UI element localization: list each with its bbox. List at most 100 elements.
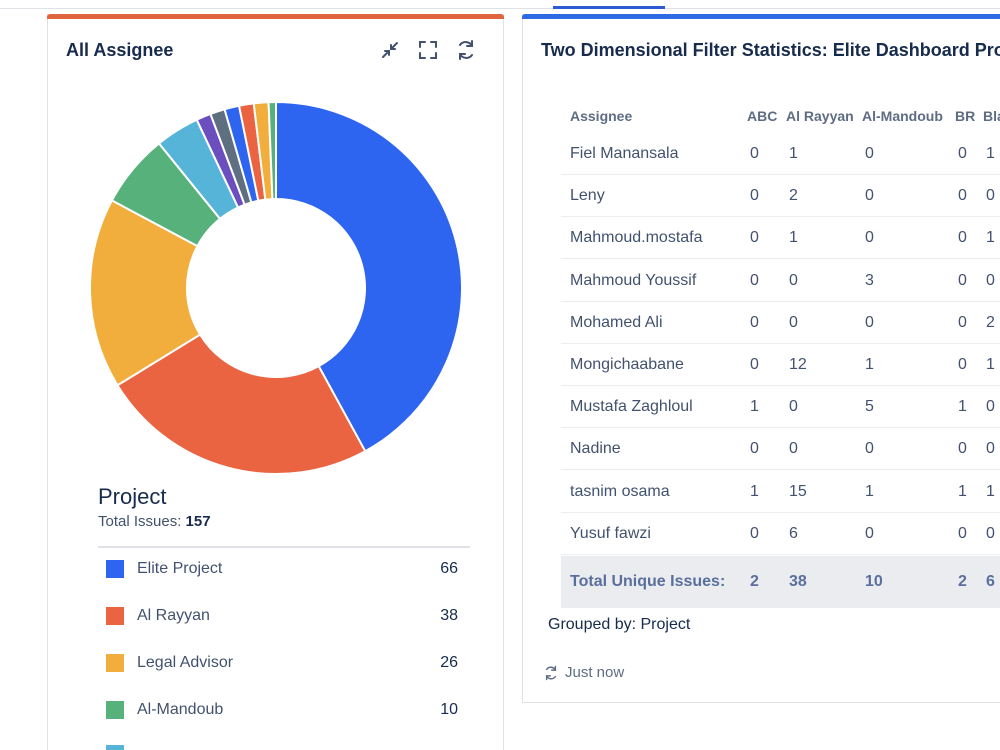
total-issues-label: Total Issues:: [98, 513, 182, 530]
table-row: Nadine 0 0 0 0 0: [561, 428, 1000, 471]
issue-count-cell[interactable]: 0: [958, 271, 967, 289]
issue-count-cell[interactable]: 1: [865, 482, 874, 500]
issue-count-cell[interactable]: 0: [958, 313, 967, 331]
donut-slice[interactable]: [116, 333, 367, 475]
issue-count-cell[interactable]: 1: [789, 229, 798, 247]
issue-count-cell[interactable]: 0: [865, 187, 874, 205]
issue-count-cell[interactable]: 6: [789, 524, 798, 542]
table-row: Mohamed Ali 0 0 0 0 2: [561, 302, 1000, 344]
issue-count-cell[interactable]: 0: [958, 145, 967, 162]
issue-count-cell[interactable]: 0: [958, 440, 967, 458]
assignee-name[interactable]: Fiel Manansala: [570, 145, 679, 162]
issue-count-cell[interactable]: 2: [789, 187, 798, 205]
issue-count-cell[interactable]: 0: [750, 356, 759, 373]
issue-count-cell[interactable]: 1: [865, 356, 874, 373]
issue-count-cell[interactable]: 0: [750, 313, 759, 331]
issue-count-cell[interactable]: 0: [986, 187, 995, 205]
issue-count-cell[interactable]: 0: [865, 229, 874, 247]
two-dimensional-stats-gadget: Two Dimensional Filter Statistics: Elite…: [522, 14, 1000, 703]
table-row: Mahmoud.mostafa 0 1 0 0 1: [561, 217, 1000, 260]
assignee-name[interactable]: Mustafa Zaghloul: [570, 398, 693, 416]
issue-count-cell[interactable]: 1: [789, 145, 798, 162]
issue-count-cell[interactable]: 0: [789, 398, 798, 416]
refresh-icon[interactable]: [454, 38, 478, 62]
issue-count-cell[interactable]: 1: [986, 482, 995, 500]
issue-count-cell[interactable]: 0: [958, 187, 967, 205]
issue-count-cell[interactable]: 1: [750, 398, 759, 416]
total-bla[interactable]: 6: [986, 573, 995, 590]
total-br[interactable]: 2: [958, 573, 967, 590]
issue-count-cell[interactable]: 0: [865, 313, 874, 331]
issue-count-cell[interactable]: 0: [865, 145, 874, 162]
issue-count-cell[interactable]: 1: [986, 356, 995, 373]
column-header-assignee[interactable]: Assignee: [570, 108, 633, 124]
total-al-mandoub[interactable]: 10: [865, 573, 883, 590]
issue-count-cell[interactable]: 0: [958, 524, 967, 542]
assignee-name[interactable]: Leny: [570, 187, 605, 205]
issue-count-cell[interactable]: 2: [986, 313, 995, 331]
assignee-name[interactable]: Mahmoud.mostafa: [570, 229, 703, 247]
project-heading: Project: [98, 484, 167, 509]
issue-count-cell[interactable]: 0: [750, 524, 759, 542]
issue-count-cell[interactable]: 0: [750, 187, 759, 205]
issue-count-cell[interactable]: 0: [865, 440, 874, 458]
donut-slice[interactable]: [89, 199, 202, 387]
legend-swatch: [106, 607, 124, 625]
assignee-name[interactable]: Mongichaabane: [570, 356, 684, 373]
issue-count-cell[interactable]: 0: [986, 271, 995, 289]
donut-slice[interactable]: [267, 100, 277, 201]
issue-count-cell[interactable]: 0: [750, 440, 759, 458]
minimize-icon[interactable]: [378, 38, 402, 62]
assignee-name[interactable]: Yusuf fawzi: [570, 524, 651, 542]
issue-count-cell[interactable]: 0: [958, 229, 967, 247]
legend-item-legal-advisor[interactable]: Legal Advisor 26: [98, 651, 458, 675]
issue-count-cell[interactable]: 0: [986, 398, 995, 416]
total-unique-issues-row: Total Unique Issues: 2 38 10 2 6: [561, 556, 1000, 608]
issue-count-cell[interactable]: 12: [789, 356, 807, 373]
column-header-bla[interactable]: Bla: [983, 108, 1000, 124]
total-al-rayyan[interactable]: 38: [789, 573, 807, 590]
issue-count-cell[interactable]: 1: [958, 482, 967, 500]
gadget-title: Two Dimensional Filter Statistics: Elite…: [541, 40, 1000, 60]
column-header-al-mandoub[interactable]: Al-Mandoub: [862, 108, 943, 124]
refresh-icon: [545, 665, 557, 680]
assignee-name[interactable]: Mahmoud Youssif: [570, 271, 697, 289]
top-divider: [0, 8, 1000, 9]
legend-item-al-rayyan[interactable]: Al Rayyan 38: [98, 604, 458, 628]
last-refreshed[interactable]: Just now: [543, 664, 624, 681]
issue-count-cell[interactable]: 3: [865, 271, 874, 289]
table-row: Leny 0 2 0 0 0: [561, 175, 1000, 218]
issue-count-cell[interactable]: 1: [958, 398, 967, 416]
table-row: Fiel Manansala 0 1 0 0 1: [561, 133, 1000, 175]
issue-count-cell[interactable]: 0: [986, 524, 995, 542]
gadget-accent-bar: [522, 14, 1000, 19]
legend-count: 38: [440, 607, 458, 624]
stats-table: Assignee ABC Al Rayyan Al-Mandoub BR Bla…: [561, 88, 1000, 613]
issue-count-cell[interactable]: 0: [789, 271, 798, 289]
column-header-abc[interactable]: ABC: [747, 108, 778, 124]
assignee-name[interactable]: Nadine: [570, 440, 621, 458]
legend-item-elite-project[interactable]: Elite Project 66: [98, 557, 458, 581]
issue-count-cell[interactable]: 0: [750, 145, 759, 162]
assignee-name[interactable]: tasnim osama: [570, 482, 670, 500]
column-header-al-rayyan[interactable]: Al Rayyan: [786, 108, 854, 124]
issue-count-cell[interactable]: 1: [986, 145, 995, 162]
issue-count-cell[interactable]: 0: [789, 440, 798, 458]
donut-slice[interactable]: [275, 100, 463, 453]
assignee-name[interactable]: Mohamed Ali: [570, 313, 663, 331]
gadget-title: All Assignee: [66, 40, 174, 60]
issue-count-cell[interactable]: 0: [750, 229, 759, 247]
total-abc[interactable]: 2: [750, 573, 759, 590]
fullscreen-icon[interactable]: [416, 38, 440, 62]
issue-count-cell[interactable]: 0: [750, 271, 759, 289]
issue-count-cell[interactable]: 0: [986, 440, 995, 458]
issue-count-cell[interactable]: 15: [789, 482, 807, 500]
issue-count-cell[interactable]: 0: [789, 313, 798, 331]
issue-count-cell[interactable]: 0: [865, 524, 874, 542]
issue-count-cell[interactable]: 0: [958, 356, 967, 373]
column-header-br[interactable]: BR: [955, 108, 976, 124]
issue-count-cell[interactable]: 1: [986, 229, 995, 247]
legend-item-al-mandoub[interactable]: Al-Mandoub 10: [98, 698, 458, 722]
issue-count-cell[interactable]: 5: [865, 398, 874, 416]
issue-count-cell[interactable]: 1: [750, 482, 759, 500]
